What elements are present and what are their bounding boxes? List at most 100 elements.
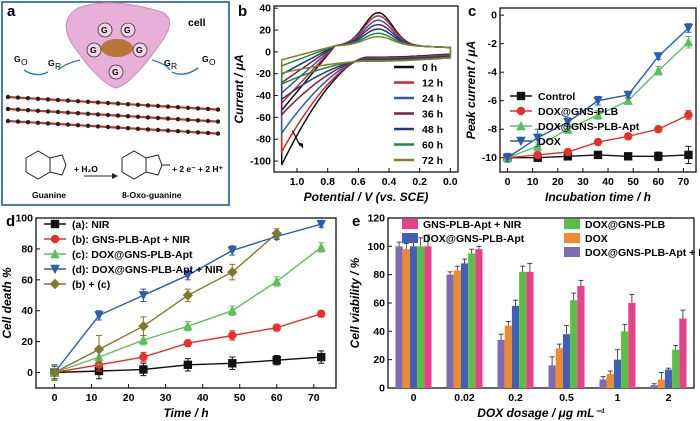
graphene-atom [155,103,161,109]
c-point [532,133,543,143]
panel-d-label: d [6,213,15,230]
d-legend-marker [50,248,60,259]
c-y-tick-label: -6 [488,95,497,107]
gr-molecule [132,42,148,58]
b-x-tick-label: 1.0 [290,176,305,188]
graphene-atom [55,97,61,103]
graphene-atom [25,108,31,113]
panel-d-frame [35,217,337,389]
graphene-atom [85,111,91,117]
c-x-axis-label: Incubation time / h [545,190,651,204]
graphene-atom [165,128,171,133]
e-bar [526,271,534,388]
reaction-water: + H₂O [74,164,98,174]
graphene-sheet [5,94,221,136]
c-legend-label: DOX [538,136,561,148]
gr-label: G [136,45,143,55]
c-point [533,150,542,160]
d-x-tick-label: 10 [86,392,98,404]
graphene-atom [105,112,111,118]
d-point [271,228,282,239]
e-legend-swatch [564,247,580,257]
graphene-atom [25,96,31,101]
graphene-atom [95,112,101,117]
b-y-tick-label: -60 [256,112,271,124]
d-point [272,323,281,332]
g-label: G [164,58,171,68]
d-x-tick-label: 30 [160,392,172,404]
e-y-tick-label: 20 [373,354,385,366]
e-legend-label: DOX [585,233,608,245]
c-point [593,96,603,106]
d-point [138,320,149,332]
d-point [316,309,326,319]
c-y-tick-label: -10 [482,152,497,164]
panel-c-peak-current-chart: c 0 10 20 30 40 50 60 70 0 -2 -4 -6 -8 -10 Incubation t… [464,3,697,204]
cell-nucleus [101,39,133,57]
g-label: G [48,58,55,68]
c-point [654,152,663,161]
graphene-atom [175,105,181,110]
d-point [183,270,193,281]
graphene-atom [155,115,161,121]
b-x-tick-label: 0.4 [382,176,397,188]
graphene-atom [195,130,201,135]
d-point [227,266,238,278]
e-bar [664,369,673,388]
e-y-tick-label: 40 [373,326,385,338]
b-legend-label: 60 h [422,140,443,152]
e-bar [657,379,665,388]
graphene-atom [95,100,101,105]
graphene-atom [65,110,71,115]
e-bar [672,349,680,388]
b-legend-label: 48 h [422,124,443,136]
c-point [563,124,573,134]
graphene-row [7,95,219,111]
e-bar [570,300,578,388]
graphene-atom [35,108,41,114]
graphene-atom [145,115,151,120]
c-point [683,23,694,34]
d-point [272,276,282,286]
b-legend-label: 72 h [422,155,443,167]
c-point [593,109,603,120]
graphene-atom [135,126,141,131]
e-bar [519,271,527,388]
d-x-tick-label: 0 [52,392,58,404]
gr-label: G [112,67,119,77]
e-legend-swatch [402,233,418,243]
graphene-atom [155,127,161,133]
panel-e-cell-viability-chart: e 0 20 40 60 80 100 120 0 0.02 0.2 0.5 1 2 DOX dosage … [348,213,700,421]
d-x-tick-label: 40 [197,392,209,404]
d-legend-marker [50,219,60,229]
e-bar [402,249,410,388]
e-bar [679,318,687,388]
release-arrow [57,59,81,71]
d-point [227,246,237,256]
b-x-tick-label: 0.6 [351,176,366,188]
c-point [683,37,694,47]
d-legend-label: (c): DOX@GNS-PLB-Apt [72,249,193,261]
e-bar [504,325,512,388]
graphene-atom [35,120,41,126]
e-bar [577,286,585,388]
d-point [228,331,237,340]
gr-label: G [90,45,97,55]
c-x-tick-label: 20 [552,176,564,188]
b-y-tick-label: 40 [259,3,271,15]
graphene-atom [125,126,131,131]
e-y-axis-label: Cell viability / % [348,257,362,348]
graphene-atom [65,122,71,127]
b-x-tick-label: 0.0 [443,176,458,188]
gr-molecule [108,64,124,80]
d-legend-label: (a): NIR [72,219,110,231]
e-bar [650,385,658,388]
c-point [623,132,633,141]
panel-a-label: a [7,3,16,20]
b-y-tick-label: -80 [256,134,271,146]
graphene-atom [25,120,31,125]
e-bar [475,249,483,388]
graphene-atom [125,114,131,119]
graphene-atom [35,96,41,102]
d-y-tick-label: 60 [21,274,33,286]
